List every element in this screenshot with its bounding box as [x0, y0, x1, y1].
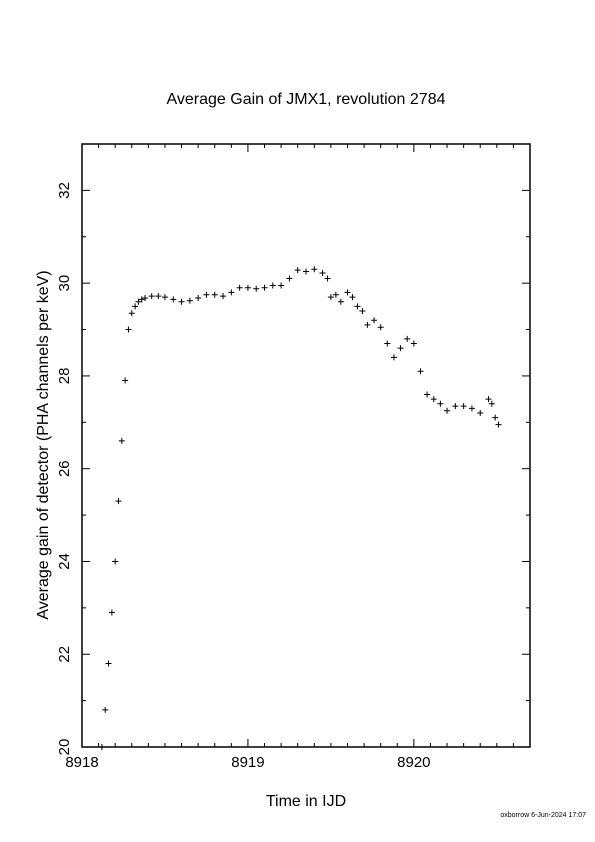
data-point [303, 268, 309, 275]
data-point [155, 293, 162, 300]
data-point [161, 294, 168, 301]
data-point [424, 391, 431, 398]
data-point [220, 293, 227, 300]
data-point [203, 291, 210, 298]
data-point [236, 284, 243, 291]
data-point [294, 267, 301, 274]
axis-tick-labels: 8918 8919 8920 20 22 24 26 28 30 32 [56, 182, 431, 771]
data-point [359, 307, 366, 314]
data-point [324, 275, 331, 282]
data-point [468, 405, 475, 412]
data-point [178, 298, 185, 305]
x-axis-label: Time in IJD [266, 793, 346, 810]
data-point [437, 400, 444, 407]
data-point [332, 291, 339, 298]
data-point [125, 326, 132, 333]
x-tick-label: 8919 [231, 754, 264, 771]
data-point [102, 706, 109, 713]
data-point [344, 289, 351, 296]
data-point [349, 294, 356, 301]
data-point [186, 297, 193, 304]
data-point [488, 400, 495, 407]
y-tick-label: 30 [56, 275, 73, 292]
data-point [397, 345, 404, 352]
data-point [228, 289, 235, 296]
y-axis-label: Average gain of detector (PHA channels p… [35, 270, 52, 619]
data-point [138, 296, 145, 303]
data-point [444, 407, 451, 414]
data-point [278, 282, 285, 289]
data-point [460, 403, 467, 410]
data-point [253, 285, 260, 292]
data-point [211, 291, 218, 298]
data-point [105, 660, 112, 667]
data-point [269, 282, 276, 289]
data-points [98, 266, 502, 750]
footer-timestamp: oxborrow 6-Jun-2024 17:07 [500, 812, 586, 819]
data-point [337, 298, 344, 305]
data-point [495, 421, 502, 428]
data-point [286, 275, 293, 282]
data-point [371, 317, 378, 324]
data-point [410, 340, 417, 347]
data-point [108, 609, 115, 616]
plot-frame [81, 143, 531, 748]
data-point [132, 303, 139, 310]
data-point [327, 294, 334, 301]
y-tick-label: 32 [56, 182, 73, 199]
data-point [319, 269, 326, 276]
data-point [364, 321, 371, 328]
data-point [384, 340, 391, 347]
y-tick-label: 20 [56, 739, 73, 756]
data-point [477, 410, 484, 417]
data-point [148, 293, 155, 300]
x-tick-label: 8918 [65, 754, 98, 771]
y-tick-label: 26 [56, 460, 73, 477]
data-point [404, 335, 411, 342]
y-tick-label: 24 [56, 553, 73, 570]
data-point [430, 396, 437, 403]
data-point [485, 396, 492, 403]
data-point [244, 284, 251, 291]
data-point [311, 266, 318, 273]
data-point [115, 498, 122, 505]
data-point [142, 294, 149, 301]
data-point [170, 296, 177, 303]
data-point [452, 403, 459, 410]
data-point [112, 558, 119, 565]
y-tick-label: 22 [56, 646, 73, 663]
data-point [135, 298, 142, 305]
data-point [118, 437, 125, 444]
data-point [261, 284, 268, 291]
chart-title: Average Gain of JMX1, revolution 2784 [167, 91, 446, 108]
data-point [390, 354, 397, 361]
x-tick-label: 8920 [397, 754, 430, 771]
data-point [417, 368, 424, 375]
axis-ticks [81, 144, 530, 748]
data-point [98, 744, 105, 750]
data-point [492, 414, 499, 421]
data-point [195, 294, 202, 301]
data-point [377, 324, 384, 331]
y-tick-label: 28 [56, 368, 73, 385]
data-point [354, 303, 361, 310]
data-point [122, 377, 129, 384]
data-point [128, 310, 135, 317]
